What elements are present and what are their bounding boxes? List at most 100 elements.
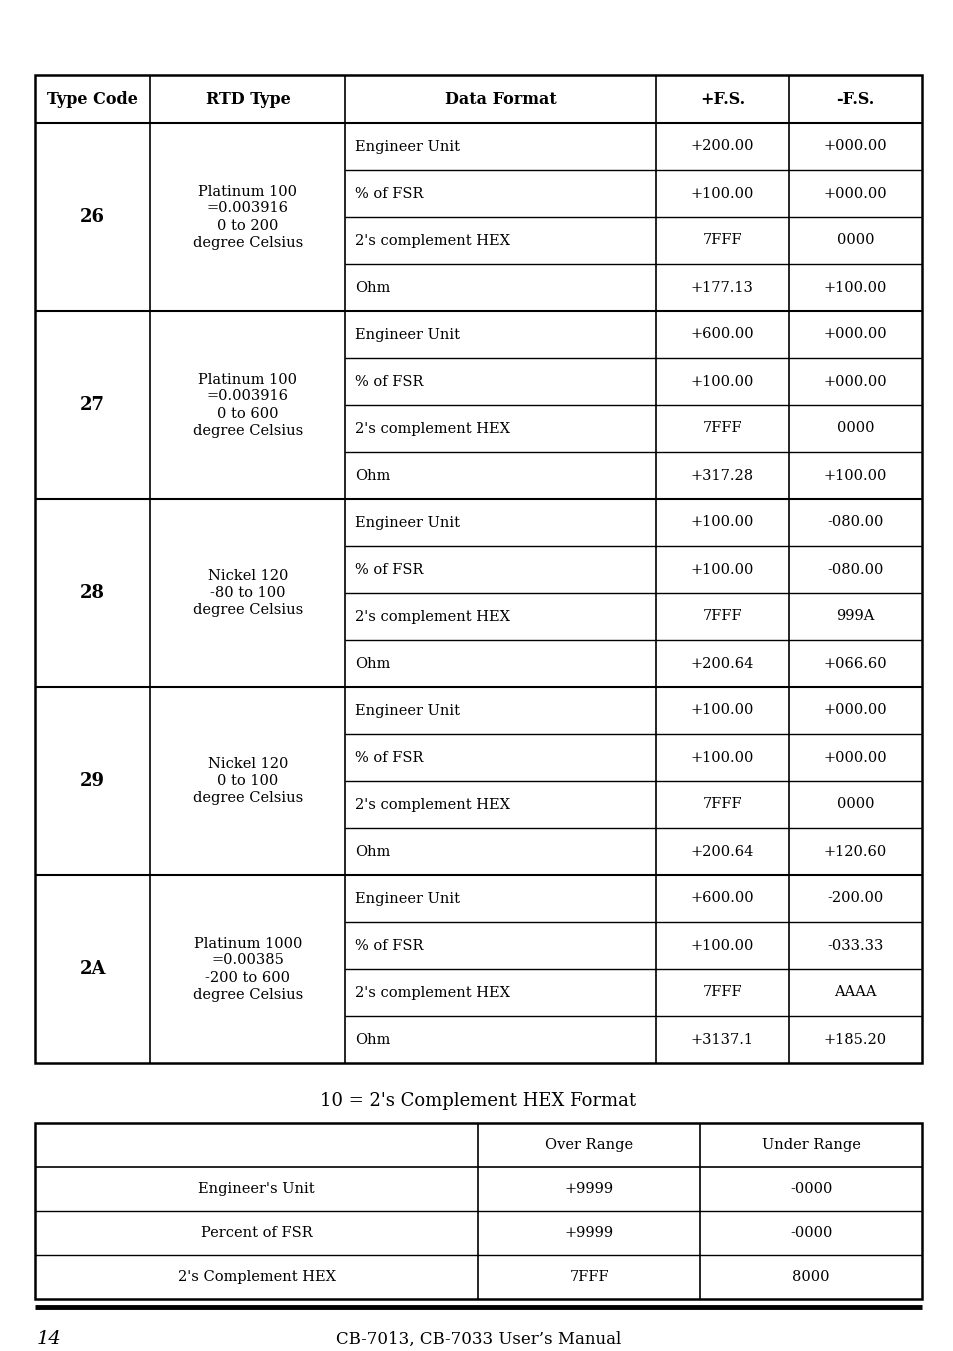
Text: Platinum 1000: Platinum 1000 (193, 936, 302, 951)
Text: 2's complement HEX: 2's complement HEX (355, 985, 510, 1000)
Text: Data Format: Data Format (444, 91, 556, 108)
Text: +177.13: +177.13 (690, 281, 753, 295)
Text: +100.00: +100.00 (690, 939, 753, 952)
Text: +200.64: +200.64 (690, 657, 753, 670)
Text: 0000: 0000 (836, 797, 873, 812)
Text: Engineer Unit: Engineer Unit (355, 327, 460, 342)
Text: +3137.1: +3137.1 (690, 1032, 753, 1047)
Text: Ohm: Ohm (355, 469, 391, 482)
Text: Engineer Unit: Engineer Unit (355, 892, 460, 905)
Text: Ohm: Ohm (355, 1032, 391, 1047)
Text: -F.S.: -F.S. (836, 91, 874, 108)
Text: Type Code: Type Code (47, 91, 138, 108)
Text: degree Celsius: degree Celsius (193, 988, 303, 1001)
Text: % of FSR: % of FSR (355, 374, 423, 389)
Text: Nickel 120: Nickel 120 (208, 569, 288, 584)
Text: 999A: 999A (836, 609, 874, 624)
Text: Under Range: Under Range (760, 1138, 860, 1152)
Text: +100.00: +100.00 (690, 562, 753, 577)
Text: degree Celsius: degree Celsius (193, 603, 303, 617)
Text: +066.60: +066.60 (822, 657, 886, 670)
Text: =0.00385: =0.00385 (212, 954, 284, 967)
Text: 0000: 0000 (836, 422, 873, 435)
Text: Engineer's Unit: Engineer's Unit (198, 1182, 314, 1196)
Text: 7FFF: 7FFF (569, 1270, 609, 1283)
Text: +000.00: +000.00 (822, 751, 886, 765)
Text: 2's Complement HEX: 2's Complement HEX (177, 1270, 335, 1283)
Text: +600.00: +600.00 (690, 892, 754, 905)
Text: 2's complement HEX: 2's complement HEX (355, 609, 510, 624)
Text: +185.20: +185.20 (823, 1032, 886, 1047)
Text: Over Range: Over Range (545, 1138, 633, 1152)
Text: -200 to 600: -200 to 600 (205, 970, 290, 985)
Text: +000.00: +000.00 (822, 374, 886, 389)
Text: -033.33: -033.33 (826, 939, 882, 952)
Text: +000.00: +000.00 (822, 704, 886, 717)
Text: 0000: 0000 (836, 234, 873, 247)
Text: 28: 28 (80, 584, 105, 603)
Text: degree Celsius: degree Celsius (193, 235, 303, 250)
Text: +000.00: +000.00 (822, 139, 886, 154)
Text: Platinum 100: Platinum 100 (198, 185, 297, 199)
Text: 0 to 100: 0 to 100 (217, 774, 278, 788)
Text: 26: 26 (80, 208, 105, 226)
Text: 27: 27 (80, 396, 105, 413)
Text: 2's complement HEX: 2's complement HEX (355, 234, 510, 247)
Text: 7FFF: 7FFF (701, 985, 741, 1000)
Text: Nickel 120: Nickel 120 (208, 757, 288, 771)
Text: Engineer Unit: Engineer Unit (355, 704, 460, 717)
Text: +317.28: +317.28 (690, 469, 753, 482)
Text: 2's complement HEX: 2's complement HEX (355, 797, 510, 812)
Text: Platinum 100: Platinum 100 (198, 373, 297, 386)
Text: 10 = 2's Complement HEX Format: 10 = 2's Complement HEX Format (320, 1092, 636, 1111)
Text: +000.00: +000.00 (822, 327, 886, 342)
Text: +200.64: +200.64 (690, 844, 753, 858)
Text: -080.00: -080.00 (826, 516, 882, 530)
Text: Ohm: Ohm (355, 657, 391, 670)
Text: % of FSR: % of FSR (355, 562, 423, 577)
Text: +9999: +9999 (564, 1182, 614, 1196)
Text: 7FFF: 7FFF (701, 422, 741, 435)
Text: +100.00: +100.00 (690, 374, 753, 389)
Text: 29: 29 (80, 771, 105, 790)
Text: Ohm: Ohm (355, 281, 391, 295)
Text: +F.S.: +F.S. (700, 91, 744, 108)
Text: 2's complement HEX: 2's complement HEX (355, 422, 510, 435)
Text: =0.003916: =0.003916 (207, 201, 289, 216)
Text: 7FFF: 7FFF (701, 234, 741, 247)
Bar (35, 76, 921, 1063)
Text: +600.00: +600.00 (690, 327, 754, 342)
Text: % of FSR: % of FSR (355, 186, 423, 200)
Text: 2A: 2A (79, 961, 106, 978)
Text: +000.00: +000.00 (822, 186, 886, 200)
Text: RTD Type: RTD Type (205, 91, 290, 108)
Text: -0000: -0000 (789, 1182, 831, 1196)
Text: 14: 14 (37, 1329, 62, 1348)
Text: CB-7013, CB-7033 User’s Manual: CB-7013, CB-7033 User’s Manual (335, 1331, 620, 1347)
Text: 0 to 600: 0 to 600 (217, 407, 278, 420)
Text: % of FSR: % of FSR (355, 939, 423, 952)
Text: =0.003916: =0.003916 (207, 389, 289, 404)
Text: Percent of FSR: Percent of FSR (201, 1225, 313, 1240)
Text: Engineer Unit: Engineer Unit (355, 516, 460, 530)
Text: degree Celsius: degree Celsius (193, 790, 303, 805)
Text: +200.00: +200.00 (690, 139, 754, 154)
Text: degree Celsius: degree Celsius (193, 423, 303, 438)
Text: 7FFF: 7FFF (701, 609, 741, 624)
Text: +100.00: +100.00 (690, 704, 753, 717)
Text: Ohm: Ohm (355, 844, 391, 858)
Text: AAAA: AAAA (833, 985, 876, 1000)
Text: -080.00: -080.00 (826, 562, 882, 577)
Text: -80 to 100: -80 to 100 (210, 586, 285, 600)
Text: 7FFF: 7FFF (701, 797, 741, 812)
Text: 8000: 8000 (792, 1270, 829, 1283)
Text: +100.00: +100.00 (690, 516, 753, 530)
Text: +100.00: +100.00 (823, 469, 886, 482)
Text: +100.00: +100.00 (690, 751, 753, 765)
Text: -200.00: -200.00 (826, 892, 882, 905)
Bar (35, 1123, 921, 1300)
Text: -0000: -0000 (789, 1225, 831, 1240)
Text: +9999: +9999 (564, 1225, 614, 1240)
Text: +120.60: +120.60 (823, 844, 886, 858)
Text: +100.00: +100.00 (690, 186, 753, 200)
